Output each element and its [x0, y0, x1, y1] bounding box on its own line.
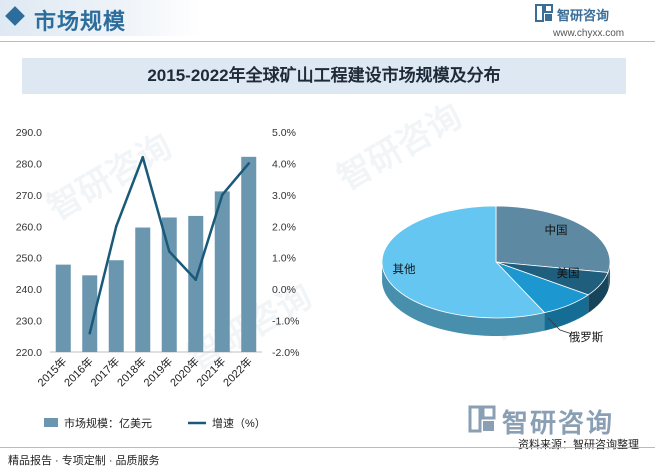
bottom-brand-name: 智研咨询 [502, 408, 615, 438]
page-header: 市场规模 智研咨询 www.chyxx.com [0, 0, 655, 39]
brand-url: www.chyxx.com [553, 28, 625, 39]
brand-logo-icon [468, 405, 496, 433]
chart-title-box: 2015-2022年全球矿山工程建设市场规模及分布 [22, 58, 626, 94]
y-right-tick-label: 3.0% [272, 190, 296, 202]
bar [135, 227, 151, 352]
brand-name: 智研咨询 [557, 8, 610, 23]
x-tick-label: 2020年 [167, 354, 202, 389]
bottom-brand: 智研咨询 [468, 403, 648, 443]
chart-title: 2015-2022年全球矿山工程建设市场规模及分布 [147, 66, 501, 85]
bar [108, 260, 124, 352]
x-tick-label: 2022年 [220, 354, 255, 389]
y-left-tick-label: 270.0 [16, 190, 42, 202]
bar [161, 217, 177, 352]
y-left-tick-label: 290.0 [16, 127, 42, 139]
y-right-tick-label: 5.0% [272, 127, 296, 139]
y-left-tick-label: 250.0 [16, 253, 42, 265]
y-left-tick-label: 260.0 [16, 221, 42, 233]
y-left-tick-label: 220.0 [16, 347, 42, 359]
y-left-tick-label: 240.0 [16, 284, 42, 296]
y-right-tick-label: 4.0% [272, 158, 296, 170]
x-tick-label: 2016年 [61, 354, 96, 389]
pie-leader-line [547, 317, 573, 335]
x-tick-label: 2015年 [34, 354, 69, 389]
footer-divider [0, 447, 655, 448]
bar [241, 156, 257, 352]
bar [214, 191, 230, 352]
y-left-tick-label: 230.0 [16, 316, 42, 328]
pie-label: 其他 [393, 263, 416, 276]
footer-slogan: 精品报告 · 专项定制 · 品质服务 [8, 455, 160, 467]
brand-logo-icon [535, 4, 553, 22]
bar [82, 275, 98, 352]
pie-slice [495, 205, 611, 273]
line-point [167, 250, 171, 253]
pie-side-wall [544, 294, 589, 331]
line-point [247, 162, 251, 165]
y-right-tick-label: 2.0% [272, 221, 296, 233]
line-point [194, 278, 198, 282]
page-title: 市场规模 [34, 9, 127, 34]
pie-label: 俄罗斯 [569, 331, 604, 344]
legend-bar-swatch [44, 418, 58, 427]
y-right-tick-label: -1.0% [272, 316, 299, 328]
y-right-tick-label: -2.0% [272, 347, 299, 359]
x-tick-label: 2021年 [193, 354, 228, 389]
y-right-tick-label: 1.0% [272, 253, 296, 265]
legend-bar-label: 市场规模：亿美元 [64, 416, 152, 430]
x-tick-label: 2017年 [87, 354, 122, 389]
legend-line-label: 增速（%） [212, 416, 266, 430]
bar [188, 215, 204, 352]
brand: 智研咨询 www.chyxx.com [535, 4, 635, 42]
pie-label: 美国 [557, 266, 580, 280]
line-point [114, 224, 118, 228]
line-point [141, 155, 145, 159]
header-divider [0, 41, 655, 42]
pie-slice [381, 205, 546, 319]
source-note: 资料来源：智研咨询整理 [518, 439, 639, 451]
line-point [88, 331, 92, 335]
pie-side-wall [588, 272, 608, 313]
line-point [220, 193, 224, 197]
pie-side-wall [607, 262, 610, 291]
header-banner [0, 0, 200, 36]
bar [55, 264, 71, 352]
x-tick-label: 2018年 [114, 354, 149, 389]
y-right-tick-label: 0.0% [272, 284, 296, 296]
pie-label: 中国 [545, 224, 568, 237]
y-left-tick-label: 280.0 [16, 158, 42, 170]
x-tick-label: 2019年 [140, 354, 175, 389]
